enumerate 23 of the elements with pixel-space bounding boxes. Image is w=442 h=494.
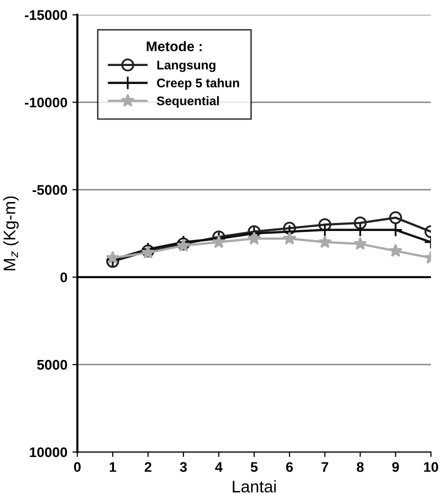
x-tick-label: 2 (144, 462, 152, 472)
x-tick-label: 8 (356, 462, 364, 472)
y-tick-label: 0 (60, 272, 68, 282)
y-tick-label: -5000 (32, 185, 68, 195)
y-axis-title: M$_{z}$ (Kg-m) (3, 196, 19, 270)
y-tick-label: 10000 (30, 447, 68, 458)
x-tick-label: 9 (392, 462, 399, 472)
legend-label: Sequential (156, 96, 219, 108)
x-tick-label: 6 (286, 462, 293, 472)
x-tick-label: 0 (74, 462, 81, 472)
legend-label: Creep 5 tahun (157, 78, 240, 90)
x-tick-label: 1 (110, 462, 116, 472)
x-tick-label: 3 (180, 462, 187, 472)
y-tick-label: -10000 (24, 98, 68, 108)
x-tick-label: 5 (250, 462, 258, 472)
x-tick-label: 7 (322, 462, 328, 472)
legend-label: Langsung (157, 60, 216, 72)
legend-title: Metode : (146, 41, 202, 52)
x-tick-label: 4 (215, 462, 223, 472)
y-tick-label: 5000 (37, 360, 68, 370)
x-axis-title: Lantai (232, 480, 276, 492)
x-tick-label: 10 (424, 462, 438, 472)
y-tick-label: -15000 (24, 10, 68, 20)
